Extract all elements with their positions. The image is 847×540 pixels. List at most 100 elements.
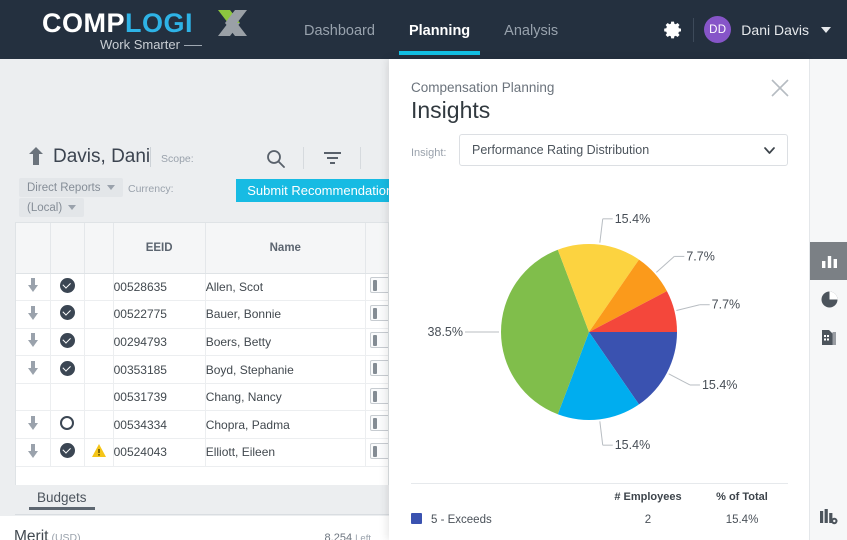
row-value-input[interactable] — [369, 304, 388, 321]
arrow-up-icon[interactable] — [28, 147, 44, 165]
pie-chart[interactable]: 15.4% 15.4% 38.5% 15.4% 7.7% 7.7% — [389, 184, 809, 484]
scope-dropdown[interactable]: Direct Reports — [19, 178, 123, 197]
row-input-cell[interactable] — [365, 410, 388, 440]
th-expand[interactable] — [16, 223, 51, 274]
legend-row[interactable]: 5 - Exceeds 2 15.4% — [411, 510, 788, 529]
row-expand-cell[interactable] — [16, 410, 51, 440]
row-expand-cell[interactable] — [16, 355, 51, 384]
legend-header-row: # Employees % of Total — [411, 491, 788, 510]
pie-leader-line-5 — [676, 304, 700, 311]
row-flag-cell — [84, 328, 114, 357]
rail-item-pie-chart[interactable] — [810, 280, 847, 318]
pie-slice-0[interactable] — [589, 332, 677, 405]
row-value-input[interactable] — [369, 442, 388, 459]
table-row[interactable]: 00353185 Boyd, Stephanie — [16, 355, 388, 384]
table-row[interactable]: 00531739 Chang, Nancy — [16, 383, 388, 412]
row-input-cell[interactable] — [365, 438, 388, 467]
pie-slice-1[interactable] — [557, 332, 639, 420]
row-status-cell[interactable] — [50, 438, 85, 467]
row-value-input[interactable] — [369, 415, 388, 432]
table-row[interactable]: 00522775 Bauer, Bonnie — [16, 300, 388, 329]
overlay-separator — [411, 483, 788, 484]
tab-dashboard[interactable]: Dashboard — [304, 22, 375, 39]
insight-select[interactable]: Performance Rating Distribution — [459, 134, 788, 166]
table-row[interactable]: 00528635 Allen, Scot — [16, 273, 388, 302]
row-name: Bauer, Bonnie — [205, 300, 366, 329]
row-expand-cell[interactable] — [16, 383, 51, 412]
rail-item-bar-chart[interactable] — [810, 242, 847, 280]
tab-analysis[interactable]: Analysis — [504, 22, 559, 39]
row-name: Boyd, Stephanie — [205, 355, 366, 384]
legend-table: # Employees % of Total 5 - Exceeds 2 15.4% — [411, 491, 788, 529]
rail-item-chart-settings[interactable] — [810, 498, 847, 536]
report-document-icon — [822, 329, 836, 345]
row-expand-cell[interactable] — [16, 328, 51, 357]
pie-slice-4[interactable] — [589, 259, 667, 332]
row-input-cell[interactable] — [365, 328, 388, 357]
chevron-down-icon — [68, 205, 77, 210]
th-flag[interactable] — [84, 223, 114, 274]
insight-label: Insight: — [411, 147, 447, 159]
row-expand-cell[interactable] — [16, 300, 51, 329]
legend-row-employees: 2 — [644, 513, 652, 526]
th-name[interactable]: Name — [205, 223, 366, 274]
header-divider-3 — [360, 147, 361, 169]
insights-overlay-panel: Compensation Planning Insights Insight: … — [389, 59, 809, 540]
gear-icon[interactable] — [663, 20, 683, 40]
row-input-cell[interactable] — [365, 383, 388, 412]
header-divider-1 — [150, 147, 151, 167]
pie-slice-2[interactable] — [500, 249, 589, 415]
row-status-cell[interactable] — [50, 383, 85, 412]
row-name: Elliott, Eileen — [205, 438, 366, 467]
th-eeid[interactable]: EEID — [113, 223, 206, 274]
pie-label-5: 7.7% — [712, 298, 741, 312]
pie-chart-area: 15.4% 15.4% 38.5% 15.4% 7.7% 7.7% — [389, 184, 809, 484]
tab-budgets[interactable]: Budgets — [29, 490, 95, 510]
table-row[interactable]: 00294793 Boers, Betty — [16, 328, 388, 357]
chevron-down-icon[interactable] — [821, 26, 831, 33]
row-value-input[interactable] — [369, 332, 388, 349]
row-value-input[interactable] — [369, 387, 388, 404]
bar-chart-icon — [821, 256, 837, 268]
app-logo[interactable]: COMPLOGI Work Smarter — [42, 7, 292, 55]
username-label[interactable]: Dani Davis — [741, 21, 809, 38]
rail-item-report[interactable] — [810, 318, 847, 356]
filter-icon[interactable] — [323, 151, 342, 166]
row-status-cell[interactable] — [50, 273, 85, 302]
left-panel-header — [0, 59, 389, 147]
row-status-cell[interactable] — [50, 300, 85, 329]
currency-dropdown[interactable]: (Local) — [19, 198, 85, 217]
row-eeid: 00528635 — [113, 273, 206, 302]
table-row[interactable]: 00524043 Elliott, Eileen — [16, 438, 388, 467]
legend-row-label: 5 - Exceeds — [411, 510, 600, 529]
submit-recommendations-button[interactable]: Submit Recommendations — [236, 179, 411, 202]
table-row[interactable]: 00534334 Chopra, Padma — [16, 410, 388, 440]
row-expand-cell[interactable] — [16, 438, 51, 467]
row-eeid: 00524043 — [113, 438, 206, 467]
chevron-down-icon — [764, 146, 775, 154]
search-icon[interactable] — [266, 149, 285, 168]
row-value-input[interactable] — [369, 277, 388, 294]
scope-label: Scope: — [161, 153, 194, 165]
close-icon[interactable] — [771, 79, 789, 97]
row-input-cell[interactable] — [365, 355, 388, 384]
row-status-cell[interactable] — [50, 355, 85, 384]
row-flag-cell — [84, 273, 114, 302]
currency-dropdown-value: (Local) — [27, 201, 63, 214]
row-input-cell[interactable] — [365, 300, 388, 329]
pie-chart-icon — [821, 291, 837, 307]
budget-panel: Merit(USD) 8,254 Left Spent 23,350 of 31… — [0, 516, 389, 540]
avatar[interactable]: DD — [704, 16, 732, 43]
row-value-input[interactable] — [369, 360, 388, 377]
pie-slice-5[interactable] — [589, 291, 677, 332]
row-input-cell[interactable] — [365, 273, 388, 302]
th-status[interactable] — [50, 223, 85, 274]
row-status-cell[interactable] — [50, 410, 85, 440]
row-status-cell[interactable] — [50, 328, 85, 357]
row-expand-cell[interactable] — [16, 273, 51, 302]
pie-slice-3[interactable] — [557, 244, 639, 332]
row-flag-cell — [84, 355, 114, 384]
tab-planning[interactable]: Planning — [398, 5, 481, 55]
pie-leader-line-4 — [656, 256, 675, 273]
th-extra[interactable] — [365, 223, 388, 274]
